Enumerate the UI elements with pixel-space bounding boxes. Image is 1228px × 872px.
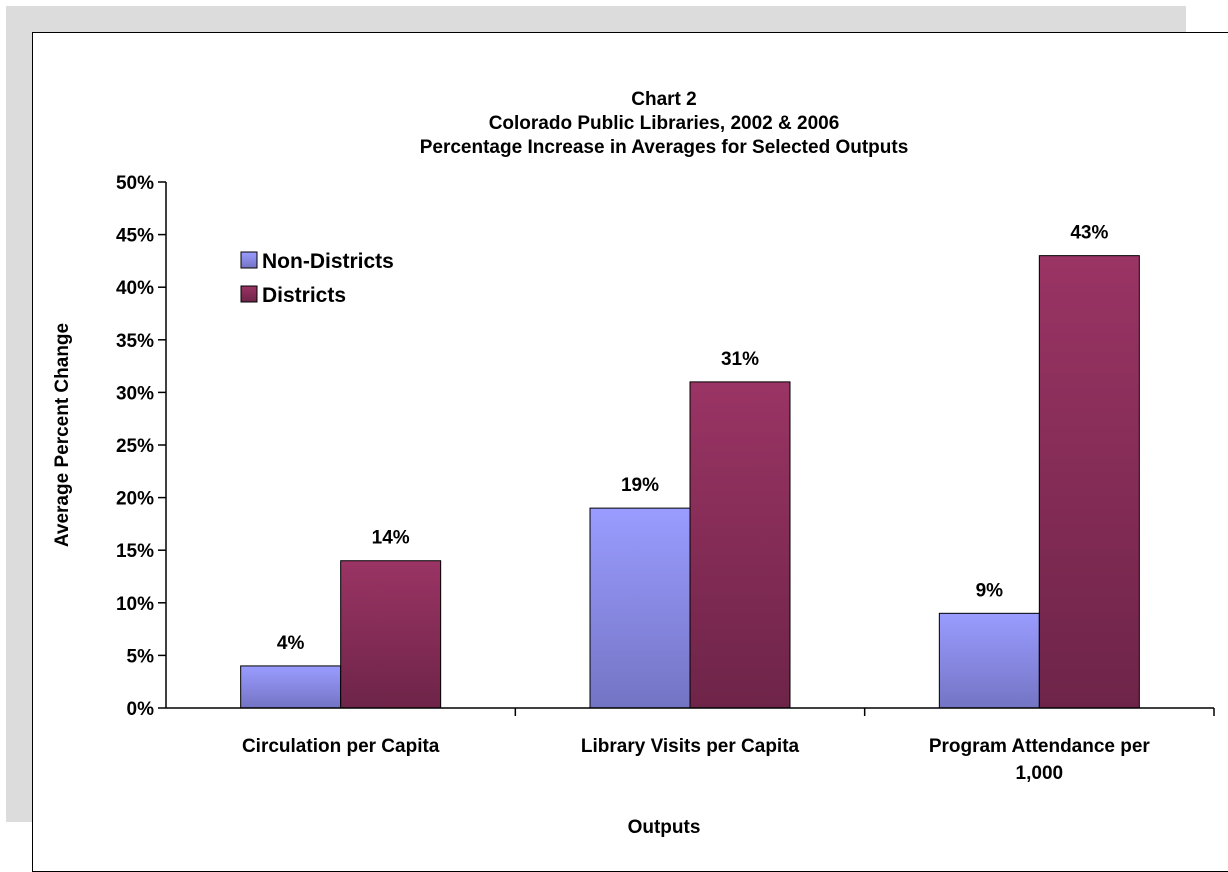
bar-districts-0	[340, 560, 442, 709]
y-tick-label: 15%	[116, 541, 154, 562]
chart-frame	[32, 32, 1228, 872]
x-category-label: Program Attendance per	[929, 736, 1151, 757]
data-label: 4%	[277, 633, 305, 654]
x-category-label: 1,000	[1016, 763, 1064, 784]
y-tick-label: 10%	[116, 594, 154, 615]
bar-non-districts-1	[589, 507, 691, 709]
x-axis-categories: Circulation per Capita Library Visits per…	[242, 708, 1215, 784]
data-label: 19%	[621, 475, 659, 496]
y-axis-title: Average Percent Change	[52, 323, 73, 547]
bar-non-districts-0	[240, 665, 342, 709]
y-tick-label: 30%	[116, 383, 154, 404]
chart-title-line-3: Percentage Increase in Averages for Sele…	[420, 137, 909, 158]
y-tick-label: 40%	[116, 278, 154, 299]
y-axis-ticks: 0% 5% 10% 15% 20% 25% 30% 35% 40% 45% 50%	[116, 173, 166, 720]
y-tick-label: 5%	[127, 646, 155, 667]
y-tick-label: 0%	[127, 699, 155, 720]
legend: Non-Districts Districts	[240, 250, 394, 307]
x-category-label: Library Visits per Capita	[581, 736, 800, 757]
y-tick-label: 20%	[116, 489, 154, 510]
chart-title-line-2: Colorado Public Libraries, 2002 & 2006	[489, 113, 840, 134]
bars-group	[240, 255, 1140, 709]
x-axis-title: Outputs	[628, 817, 701, 838]
data-label: 9%	[976, 580, 1004, 601]
y-tick-label: 45%	[116, 226, 154, 247]
bar-non-districts-2	[938, 612, 1040, 709]
y-tick-label: 50%	[116, 173, 154, 194]
y-tick-label: 35%	[116, 331, 154, 352]
bar-districts-1	[689, 381, 791, 709]
data-label: 43%	[1070, 223, 1108, 244]
legend-swatch-non-districts	[240, 251, 258, 269]
legend-swatch-districts	[240, 285, 258, 303]
data-label: 14%	[372, 528, 410, 549]
chart-title-line-1: Chart 2	[631, 89, 696, 110]
bar-districts-2	[1038, 255, 1140, 709]
y-tick-label: 25%	[116, 436, 154, 457]
data-label: 31%	[721, 349, 759, 370]
x-category-label: Circulation per Capita	[242, 736, 440, 757]
legend-label-districts: Districts	[262, 284, 346, 307]
data-labels-group: 4% 14% 19% 31% 9% 43%	[277, 223, 1109, 654]
legend-label-non-districts: Non-Districts	[262, 250, 394, 273]
